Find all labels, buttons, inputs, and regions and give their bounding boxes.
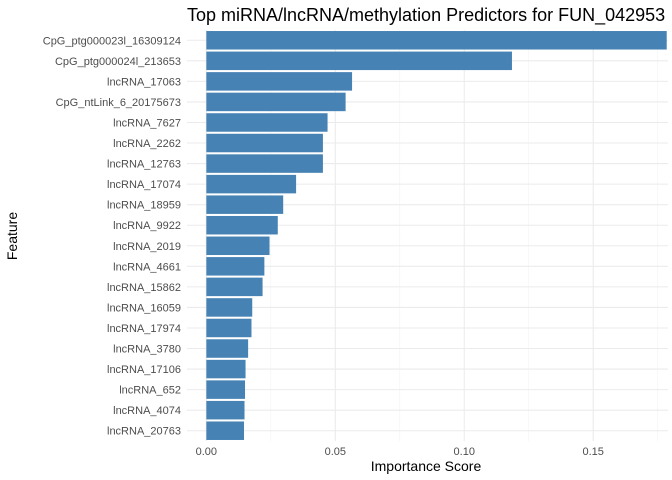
bar: [206, 318, 252, 338]
y-tick-label: lncRNA_4661: [113, 261, 181, 273]
bar: [206, 380, 246, 399]
bar: [206, 277, 263, 297]
bar: [206, 113, 328, 132]
x-tick-label: 0.15: [582, 446, 603, 458]
x-tick-label: 0.00: [196, 446, 217, 458]
bar: [206, 359, 246, 379]
bar: [206, 92, 346, 112]
y-tick-label: lncRNA_17074: [107, 179, 181, 191]
y-tick-label: lncRNA_4074: [113, 405, 181, 417]
bar: [206, 298, 253, 317]
bar: [206, 339, 249, 358]
x-tick-label: 0.05: [325, 446, 346, 458]
y-tick-label: CpG_ptg000024l_213653: [55, 56, 181, 68]
bar: [206, 72, 353, 91]
y-tick-label: lncRNA_17974: [107, 323, 181, 335]
bar: [206, 257, 265, 276]
y-tick-label: lncRNA_9922: [113, 220, 181, 232]
y-tick-label: lncRNA_2262: [113, 138, 181, 150]
y-tick-label: lncRNA_15862: [107, 282, 181, 294]
y-tick-label: lncRNA_652: [119, 385, 181, 397]
x-axis-title: Importance Score: [371, 458, 482, 474]
bar: [206, 195, 284, 214]
y-tick-label: CpG_ptg000023l_16309124: [43, 35, 181, 47]
y-tick-labels: CpG_ptg000023l_16309124 CpG_ptg000024l_21…: [43, 35, 181, 437]
y-tick-label: lncRNA_12763: [107, 159, 181, 171]
y-tick-label: lncRNA_20763: [107, 426, 181, 438]
y-tick-label: lncRNA_3780: [113, 344, 181, 356]
y-tick-label: lncRNA_7627: [113, 117, 181, 129]
bar: [206, 400, 245, 420]
y-tick-label: lncRNA_17106: [107, 364, 181, 376]
bar: [206, 133, 323, 153]
y-tick-label: CpG_ntLink_6_20175673: [56, 97, 181, 109]
bar: [206, 421, 244, 440]
chart-title: Top miRNA/lncRNA/methylation Predictors …: [187, 5, 665, 26]
bar: [206, 236, 270, 256]
y-tick-label: lncRNA_2019: [113, 241, 181, 253]
x-tick-label: 0.10: [454, 446, 475, 458]
y-tick-label: lncRNA_18959: [107, 200, 181, 212]
y-axis-title: Feature: [4, 212, 20, 260]
bar: [206, 174, 297, 194]
bar: [206, 154, 323, 173]
y-tick-label: lncRNA_16059: [107, 302, 181, 314]
x-tick-labels: 0.00 0.05 0.10 0.15: [196, 446, 604, 458]
bar: [206, 215, 278, 235]
bar: [206, 31, 667, 50]
bars: [206, 31, 667, 440]
y-tick-label: lncRNA_17063: [107, 76, 181, 88]
bar: [206, 51, 512, 71]
grid: [187, 30, 668, 441]
